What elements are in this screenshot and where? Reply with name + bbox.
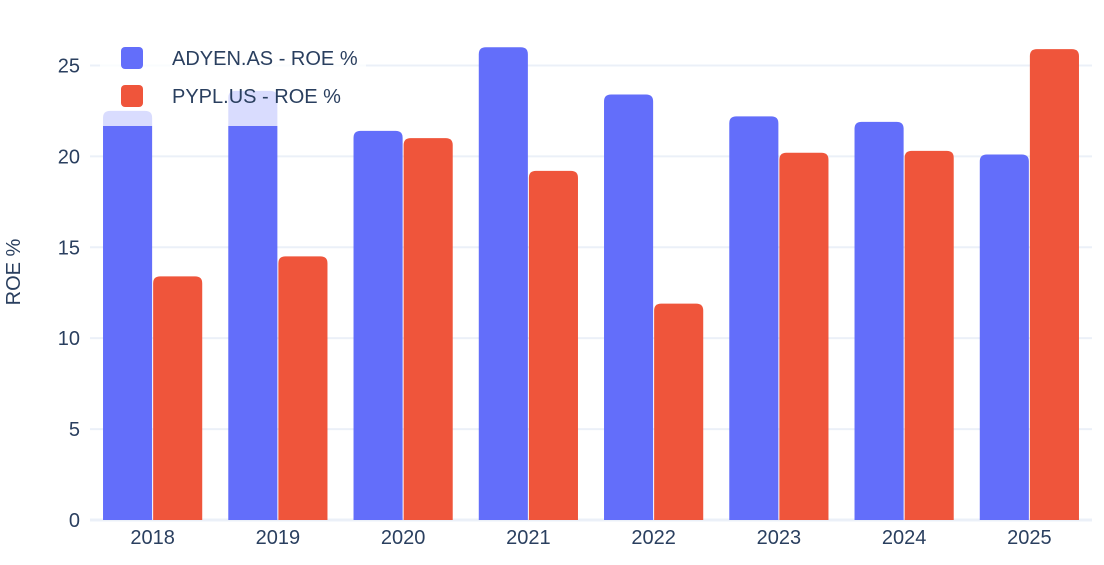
x-tick-label: 2021 xyxy=(506,527,551,549)
bar-adyen-2018[interactable] xyxy=(103,110,153,520)
bar-adyen-2022[interactable] xyxy=(604,94,654,520)
y-tick-label: 15 xyxy=(58,237,80,259)
bar-pypl-2022[interactable] xyxy=(654,303,704,520)
y-axis-title: ROE % xyxy=(3,238,25,305)
bar-adyen-2024[interactable] xyxy=(854,121,904,521)
legend-swatch-pypl[interactable] xyxy=(121,85,143,107)
y-tick-label: 20 xyxy=(58,146,80,168)
legend-label-pypl[interactable]: PYPL.US - ROE % xyxy=(172,86,341,108)
bar-pypl-2018[interactable] xyxy=(153,276,203,520)
x-tick-label: 2023 xyxy=(757,527,802,549)
x-tick-label: 2020 xyxy=(381,527,426,549)
bar-adyen-2019[interactable] xyxy=(228,90,278,520)
bars-layer xyxy=(103,47,1079,521)
x-tick-label: 2024 xyxy=(882,527,927,549)
bar-adyen-2020[interactable] xyxy=(353,130,403,520)
legend-background xyxy=(100,40,366,126)
x-tick-label: 2025 xyxy=(1007,527,1052,549)
bar-pypl-2020[interactable] xyxy=(403,138,453,520)
bar-pypl-2021[interactable] xyxy=(528,170,578,520)
bar-adyen-2023[interactable] xyxy=(729,116,779,520)
bar-pypl-2025[interactable] xyxy=(1029,49,1079,520)
legend-swatch-adyen[interactable] xyxy=(121,47,143,69)
bar-adyen-2025[interactable] xyxy=(979,154,1029,520)
x-tick-label: 2022 xyxy=(631,527,676,549)
y-tick-label: 10 xyxy=(58,328,80,350)
bar-pypl-2024[interactable] xyxy=(904,150,954,520)
bar-pypl-2023[interactable] xyxy=(779,152,829,520)
bar-pypl-2019[interactable] xyxy=(278,256,328,520)
x-tick-label: 2018 xyxy=(130,527,175,549)
y-tick-label: 25 xyxy=(58,55,80,77)
x-tick-label: 2019 xyxy=(256,527,301,549)
bar-adyen-2021[interactable] xyxy=(478,47,528,520)
y-tick-label: 5 xyxy=(69,419,80,441)
y-tick-label: 0 xyxy=(69,510,80,532)
legend-label-adyen[interactable]: ADYEN.AS - ROE % xyxy=(172,48,358,70)
legend[interactable]: ADYEN.AS - ROE % PYPL.US - ROE % xyxy=(100,40,366,126)
